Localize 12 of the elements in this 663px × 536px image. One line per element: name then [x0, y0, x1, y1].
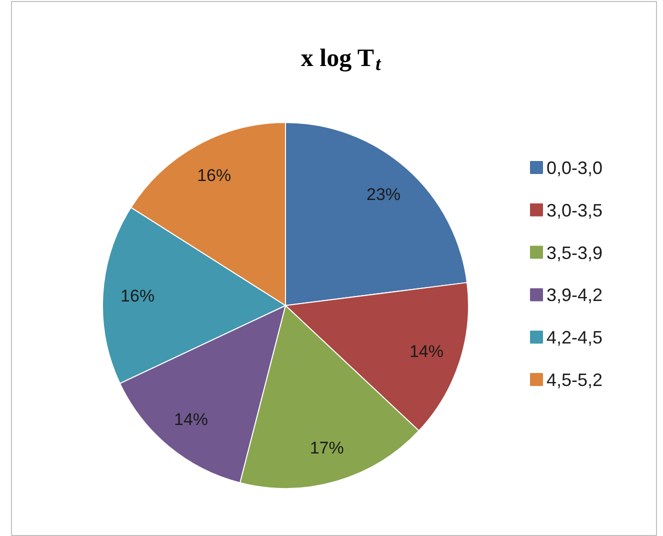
- legend-label: 3,5-3,9: [546, 242, 603, 263]
- data-label: 14%: [174, 410, 208, 430]
- legend-label: 3,9-4,2: [546, 285, 603, 306]
- legend-label: 4,5-5,2: [546, 370, 603, 390]
- data-label: 16%: [197, 166, 232, 186]
- data-label: 16%: [120, 286, 155, 306]
- data-label: 17%: [310, 438, 344, 458]
- legend-label: 3,0-3,5: [546, 200, 603, 220]
- data-label: 23%: [366, 184, 401, 204]
- data-label: 14%: [409, 342, 444, 361]
- legend-label: 0,0-3,0: [546, 158, 603, 178]
- legend-label: 4,2-4,5: [546, 328, 603, 348]
